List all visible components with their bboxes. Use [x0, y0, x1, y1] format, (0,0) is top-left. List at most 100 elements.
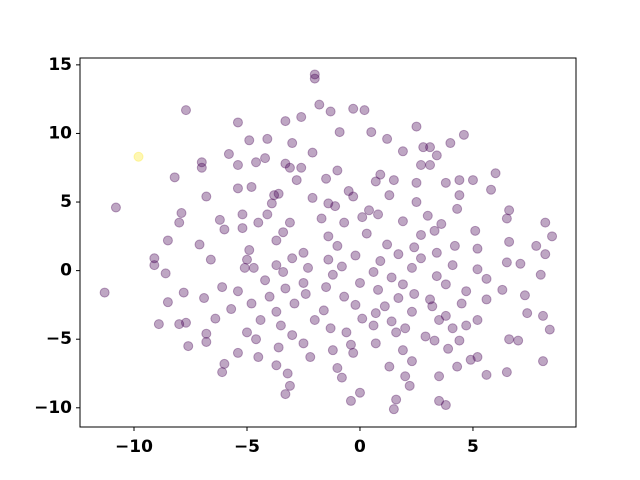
point: [513, 335, 524, 346]
point: [409, 242, 420, 253]
point: [364, 205, 375, 216]
y-tick-label: 0: [60, 261, 72, 281]
point: [467, 175, 478, 186]
point: [388, 404, 399, 415]
point: [237, 209, 248, 220]
point: [470, 225, 481, 236]
point: [280, 116, 291, 127]
point: [336, 372, 347, 383]
point: [454, 335, 465, 346]
point: [289, 298, 300, 309]
point: [316, 213, 327, 224]
point: [440, 400, 451, 411]
point: [447, 323, 458, 334]
point: [436, 218, 447, 229]
point: [323, 254, 334, 265]
point: [332, 165, 343, 176]
point: [309, 69, 320, 80]
point: [271, 360, 282, 371]
point: [318, 305, 329, 316]
point: [431, 271, 442, 282]
point: [481, 273, 492, 284]
point: [248, 262, 259, 273]
point: [262, 133, 273, 144]
point: [244, 245, 255, 256]
point: [269, 190, 280, 201]
point: [481, 369, 492, 380]
point: [544, 324, 555, 335]
point: [303, 262, 314, 273]
point: [501, 367, 512, 378]
point: [183, 341, 194, 352]
point: [406, 262, 417, 273]
point: [278, 227, 289, 238]
point: [415, 229, 426, 240]
point: [486, 184, 497, 195]
point: [271, 235, 282, 246]
point: [162, 297, 173, 308]
point: [305, 352, 316, 363]
point: [452, 203, 463, 214]
point: [382, 133, 393, 144]
point: [273, 188, 284, 199]
point: [323, 231, 334, 242]
point: [391, 394, 402, 405]
point: [370, 308, 381, 319]
point: [400, 371, 411, 382]
point: [253, 352, 264, 363]
y-tick-label: −10: [34, 398, 72, 418]
point: [406, 306, 417, 317]
point: [490, 168, 501, 179]
point: [354, 277, 365, 288]
point: [456, 298, 467, 309]
point: [327, 269, 338, 280]
point: [307, 147, 318, 158]
point: [370, 176, 381, 187]
point: [284, 162, 295, 173]
point: [280, 283, 291, 294]
point: [271, 306, 282, 317]
point: [219, 224, 230, 235]
point: [300, 288, 311, 299]
point: [427, 301, 438, 312]
point: [504, 205, 515, 216]
point: [174, 319, 185, 330]
point: [196, 157, 207, 168]
point: [357, 212, 368, 223]
point: [309, 315, 320, 326]
point: [538, 310, 549, 321]
point: [251, 334, 262, 345]
point: [447, 260, 458, 271]
point: [445, 138, 456, 149]
point: [472, 243, 483, 254]
point: [373, 209, 384, 220]
point: [339, 291, 350, 302]
point: [323, 198, 334, 209]
point: [246, 298, 257, 309]
point: [264, 291, 275, 302]
point: [501, 257, 512, 268]
point: [287, 138, 298, 149]
point: [440, 279, 451, 290]
point: [386, 316, 397, 327]
point: [409, 288, 420, 299]
point: [458, 129, 469, 140]
y-tick-label: 5: [60, 192, 72, 212]
point: [391, 327, 402, 338]
point: [205, 254, 216, 265]
point: [454, 175, 465, 186]
point: [339, 217, 350, 228]
point: [535, 269, 546, 280]
point: [217, 282, 228, 293]
point: [325, 106, 336, 117]
point: [309, 73, 320, 84]
point: [431, 247, 442, 258]
point: [538, 356, 549, 367]
point: [348, 103, 359, 114]
point: [280, 158, 291, 169]
point: [239, 262, 250, 273]
point: [382, 239, 393, 250]
point: [497, 284, 508, 295]
point: [278, 266, 289, 277]
point: [404, 380, 415, 391]
